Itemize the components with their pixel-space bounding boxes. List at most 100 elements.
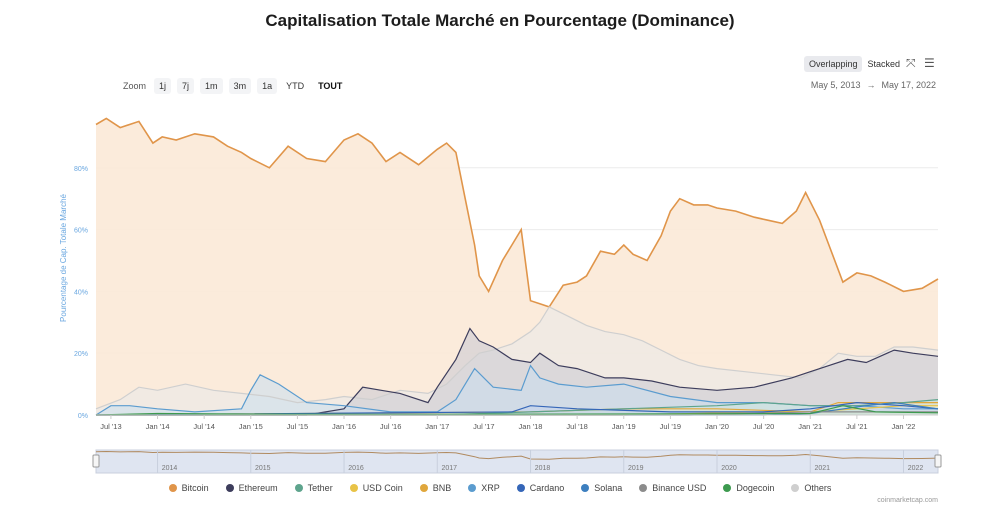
line-others [95,306,939,410]
x-axis: Jul '13 Jan '14 Jul '14 Jan '15 Jul '15 Jan '… [96,414,938,431]
legend-label: Others [804,483,832,493]
navigator-series [95,450,939,460]
zoom-ytd-button[interactable]: YTD [286,81,305,91]
zoom-label: Zoom [123,81,147,91]
range-from[interactable]: May 5, 2013 [810,80,861,90]
y-tick-label: 0% [78,413,88,420]
legend-item-tether[interactable]: Tether [294,483,333,493]
menu-icon[interactable]: ☰ [924,56,935,70]
x-tick-label: Jul '21 [846,422,867,431]
x-tick-label: Jul '18 [566,422,587,431]
y-tick-label: 40% [74,289,88,296]
series-lines [95,117,939,416]
navigator-label: 2021 [814,465,830,472]
legend-item-solana[interactable]: Solana [581,483,622,493]
zoom-7d-button[interactable]: 7j [177,78,195,94]
legend-item-bitcoin[interactable]: Bitcoin [168,483,209,493]
stacked-button[interactable]: Stacked [867,59,900,69]
navigator-label: 2019 [628,465,644,472]
x-tick-label: Jul '19 [660,422,681,431]
legend-label: Dogecoin [736,483,775,493]
legend-dot-icon [294,484,303,492]
range-arrow: → [866,80,876,90]
legend-dot-icon [516,484,525,492]
legend-item-bnb[interactable]: BNB [419,483,451,493]
x-tick-label: Jan '15 [239,422,263,431]
navigator-label: 2022 [908,465,924,472]
legend-label: Bitcoin [181,483,209,493]
x-tick-label: Jan '21 [798,422,822,431]
y-tick-label: 60% [74,228,88,235]
y-tick-label: 80% [74,166,88,173]
area-tether [96,399,938,415]
x-tick-label: Jan '16 [332,422,356,431]
legend-label: Tether [307,483,333,493]
dominance-chart: 0% 20% 40% 60% 80% Jul '13 Jan '14 Jul '14 Jan … [59,117,942,474]
legend-label: Cardano [529,483,565,493]
navigator: 2014 2015 2016 2017 2018 2019 2020 2021 2022 [92,449,942,474]
zoom-1m-button[interactable]: 1m [200,78,223,94]
legend-dot-icon [225,484,234,492]
x-tick-label: Jan '19 [612,422,636,431]
x-tick-label: Jul '20 [753,422,774,431]
legend-item-cardano[interactable]: Cardano [516,483,565,493]
overlapping-button[interactable]: Overlapping [803,56,863,72]
area-ethereum [96,328,938,415]
navigator-window[interactable] [95,449,939,474]
zoom-bar: Zoom 1j 7j 1m 3m 1a YTD TOUT [123,78,353,94]
legend-label: Binance USD [652,483,707,493]
x-tick-label: Jul '16 [380,422,401,431]
line-dogecoin [95,405,939,416]
x-tick-label: Jan '17 [425,422,449,431]
legend-item-usd-coin[interactable]: USD Coin [349,483,403,493]
x-tick-label: Jul '17 [473,422,494,431]
legend-label: USD Coin [362,483,403,493]
legend-dot-icon [168,484,177,492]
legend-dot-icon [723,484,732,492]
date-range: May 5, 2013 → May 17, 2022 [811,80,936,90]
legend-label: Solana [594,483,623,493]
legend-item-ethereum[interactable]: Ethereum [225,483,278,493]
chart-title: Capitalisation Totale Marché en Pourcent… [265,11,735,30]
line-bitcoin [95,117,939,308]
legend-item-xrp[interactable]: XRP [468,483,500,493]
legend-label: Ethereum [238,483,278,493]
legend-dot-icon [419,484,428,492]
line-ethereum [96,327,939,416]
zoom-1d-button[interactable]: 1j [154,78,172,94]
x-tick-label: Jan '20 [705,422,729,431]
navigator-label: 2020 [721,465,737,472]
line-xrp [95,364,938,416]
navigator-label: 2017 [441,465,457,472]
x-tick-label: Jul '15 [287,422,308,431]
legend-item-binance-usd[interactable]: Binance USD [639,483,706,493]
zoom-3m-button[interactable]: 3m [228,78,252,94]
x-tick-label: Jan '18 [519,422,543,431]
x-tick-label: Jan '22 [892,422,916,431]
navigator-label: 2018 [535,465,551,472]
y-tick-label: 20% [74,351,88,358]
navigator-label: 2016 [348,465,364,472]
x-tick-label: Jul '14 [193,422,214,431]
x-tick-label: Jul '13 [100,422,121,431]
credit: coinmarketcap.com [877,497,938,504]
legend-dot-icon [468,484,477,492]
legend-item-dogecoin[interactable]: Dogecoin [723,483,774,493]
fullscreen-icon[interactable]: ⤧ [906,56,916,70]
x-tick-label: Jan '14 [146,422,170,431]
zoom-1y-button[interactable]: 1a [257,78,278,94]
legend-dot-icon [791,484,800,492]
legend-label: XRP [481,483,500,493]
range-to[interactable]: May 17, 2022 [881,80,936,90]
navigator-label: 2014 [162,465,178,472]
zoom-all-button[interactable]: TOUT [318,81,343,91]
navigator-right-handle[interactable] [934,454,942,468]
legend: Bitcoin Ethereum Tether USD Coin BNB XRP Carda… [0,483,1000,493]
area-bitcoin [96,118,938,416]
legend-dot-icon [581,484,590,492]
navigator-left-handle[interactable] [92,454,100,468]
y-axis: 0% 20% 40% 60% 80% [74,166,88,420]
legend-item-others[interactable]: Others [791,483,831,493]
view-mode-toggle: Overlapping Stacked [803,56,905,72]
legend-dot-icon [349,484,358,492]
